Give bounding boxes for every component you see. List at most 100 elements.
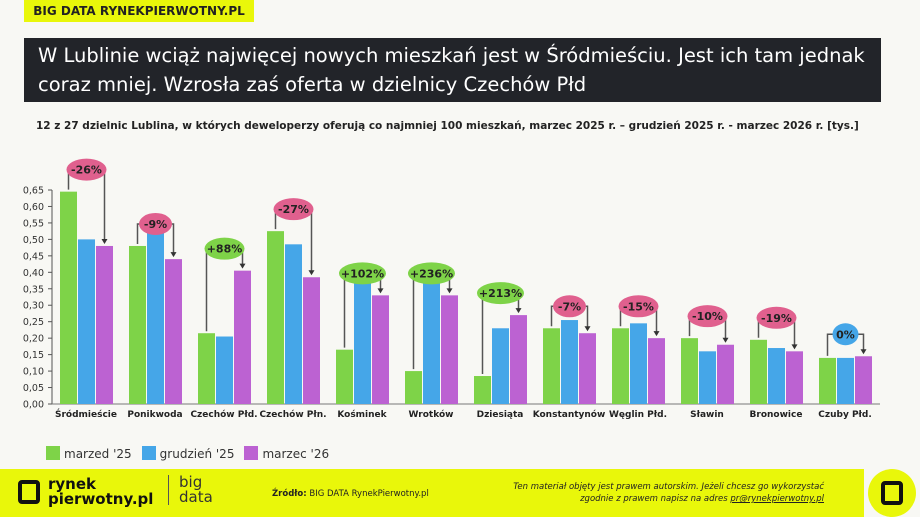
change-label: +236%: [410, 267, 453, 280]
change-label: -7%: [558, 300, 581, 313]
x-tick-label: Kośminek: [337, 409, 387, 420]
legend-label: grudzień '25: [159, 447, 235, 461]
bar-2: [510, 315, 527, 404]
bar-1: [837, 357, 854, 404]
legend-item: marzec '26: [244, 446, 329, 461]
change-label: -19%: [761, 312, 792, 325]
legend-swatch: [244, 446, 259, 460]
logo-square-icon: [18, 480, 40, 504]
logo-line1: rynek: [48, 475, 97, 493]
copyright-note: Ten materiał objęty jest prawem autorski…: [513, 482, 824, 504]
change-badge: [66, 158, 107, 181]
email-link[interactable]: pr@rynekpierwotny.pl: [730, 494, 824, 504]
bar-1: [768, 348, 785, 404]
change-badge: [756, 306, 797, 329]
y-tick-label: 0,65: [23, 186, 44, 197]
change-label: +213%: [479, 287, 522, 300]
bar-2: [786, 351, 803, 404]
y-tick-label: 0,45: [23, 251, 44, 262]
arrow-down-icon: [239, 263, 246, 269]
x-tick-label: Wrotków: [409, 409, 454, 420]
x-tick-label: Konstantynów: [533, 409, 606, 420]
x-tick-label: Czuby Płd.: [818, 410, 872, 420]
change-label: +88%: [207, 243, 243, 256]
legend-item: grudzień '25: [141, 446, 235, 461]
y-tick-label: 0,40: [23, 268, 44, 279]
arrow-down-icon: [584, 326, 591, 332]
chart-subtitle: 12 z 27 dzielnic Lublina, w których dewe…: [36, 120, 859, 132]
arrow-down-icon: [722, 337, 729, 343]
change-label: +102%: [341, 267, 384, 280]
y-tick-label: 0,20: [23, 334, 44, 345]
bar-2: [303, 277, 320, 404]
bar-2: [96, 245, 113, 404]
change-badge: [477, 282, 524, 305]
bar-1: [147, 229, 164, 404]
x-tick-label: Czechów Płd.: [190, 409, 257, 420]
bar-1: [78, 239, 95, 404]
bar-0: [267, 231, 284, 404]
y-tick-label: 0,25: [23, 317, 44, 328]
legend-label: marzed '25: [64, 447, 132, 461]
change-label: 0%: [836, 328, 855, 341]
bar-0: [543, 328, 560, 404]
bar-2: [855, 356, 872, 404]
bar-0: [60, 191, 77, 404]
legend-swatch: [46, 446, 60, 460]
rynekpierwotny-logo[interactable]: rynek pierwotny.pl: [18, 477, 153, 507]
bar-2: [372, 295, 389, 404]
arrow-down-icon: [446, 288, 453, 294]
y-tick-label: 0,05: [23, 383, 44, 394]
x-tick-label: Czechów Płn.: [259, 409, 326, 420]
bar-2: [234, 270, 251, 404]
brand-tag: BIG DATA RYNEKPIERWOTNY.PL: [24, 0, 254, 22]
bar-2: [165, 259, 182, 404]
legend-item: marzed '25: [46, 446, 132, 461]
change-label: -26%: [71, 164, 102, 177]
arrow-down-icon: [860, 349, 867, 355]
arrow-down-icon: [653, 331, 660, 337]
bar-0: [819, 357, 836, 404]
x-tick-label: Węglin Płd.: [609, 410, 667, 420]
bar-0: [129, 245, 146, 404]
y-tick-label: 0,00: [23, 400, 44, 411]
arrow-down-icon: [170, 252, 177, 258]
x-tick-label: Ponikwoda: [127, 410, 182, 420]
arrow-down-icon: [515, 308, 522, 314]
footer: rynek pierwotny.pl big data Źródło: BIG DA…: [0, 469, 864, 517]
change-label: -9%: [144, 218, 167, 231]
change-badge: [553, 295, 586, 318]
legend-swatch: [141, 446, 156, 460]
arrow-down-icon: [101, 238, 108, 244]
bar-0: [681, 338, 698, 404]
bar-0: [198, 333, 215, 404]
y-tick-label: 0,15: [23, 350, 44, 361]
corner-logo: [868, 469, 916, 517]
change-badge: [618, 295, 659, 318]
bar-0: [405, 371, 422, 404]
page-title: W Lublinie wciąż najwięcej nowych mieszk…: [24, 38, 881, 102]
bar-1: [285, 244, 302, 404]
y-tick-label: 0,55: [23, 218, 44, 229]
change-label: -10%: [692, 310, 723, 323]
bar-1: [423, 282, 440, 404]
bar-1: [561, 320, 578, 404]
bar-0: [750, 339, 767, 404]
change-badge: [832, 323, 859, 346]
logo-square-icon: [881, 481, 903, 505]
legend-label: marzec '26: [262, 447, 330, 461]
change-badge: [687, 305, 728, 328]
bar-2: [441, 295, 458, 404]
y-tick-label: 0,10: [23, 367, 44, 378]
change-badge: [204, 237, 245, 260]
bar-0: [336, 349, 353, 404]
bar-1: [699, 351, 716, 404]
logo-line2: pierwotny.pl: [48, 490, 154, 508]
bar-1: [216, 336, 233, 404]
y-tick-label: 0,30: [23, 301, 44, 312]
arrow-down-icon: [377, 288, 384, 294]
legend: marzed '25 grudzień '25 marzec '26: [46, 446, 329, 461]
x-tick-label: Sławin: [690, 410, 724, 420]
y-tick-label: 0,60: [23, 202, 44, 213]
y-tick-label: 0,50: [23, 235, 44, 246]
